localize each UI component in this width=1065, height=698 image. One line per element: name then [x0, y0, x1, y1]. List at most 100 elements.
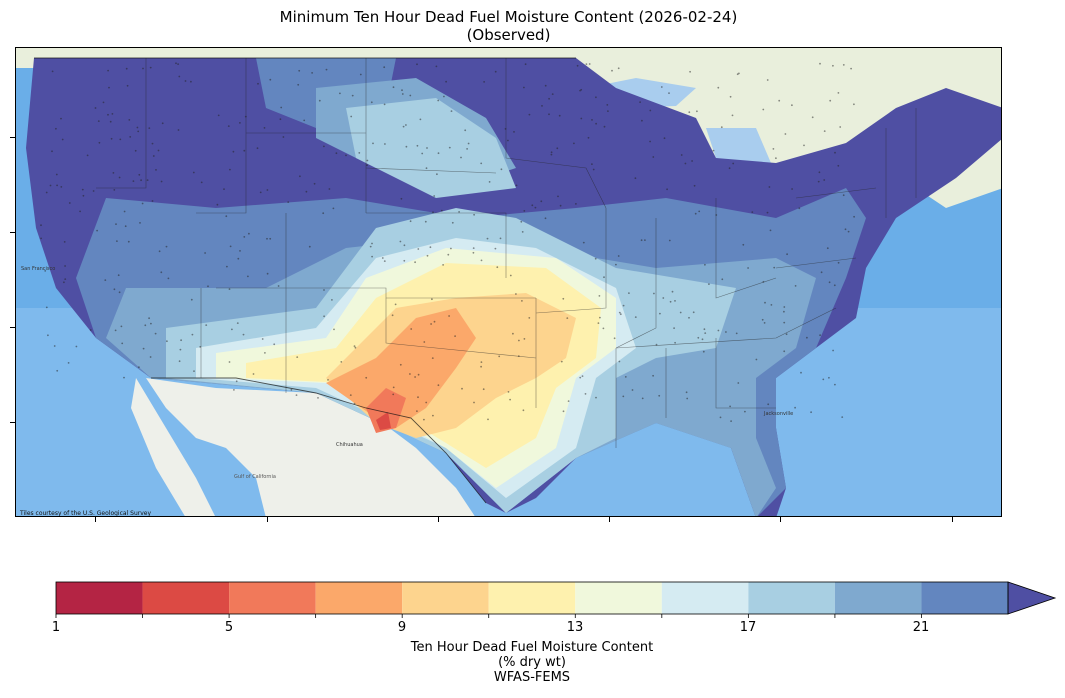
station-dot: [383, 103, 386, 106]
station-dot: [791, 188, 793, 190]
station-dot: [611, 69, 613, 72]
station-dot: [217, 114, 220, 117]
station-dot: [339, 92, 341, 95]
station-dot: [847, 230, 850, 233]
station-dot: [496, 266, 499, 269]
station-dot: [515, 293, 517, 295]
station-dot: [290, 388, 293, 391]
station-dot: [615, 263, 617, 266]
station-dot: [619, 313, 622, 316]
station-dot: [305, 190, 308, 193]
station-dot: [464, 129, 467, 132]
station-dot: [113, 288, 116, 291]
station-dot: [421, 152, 424, 155]
station-dot: [318, 99, 321, 102]
station-dot: [354, 346, 357, 349]
station-dot: [433, 195, 436, 197]
station-dot: [239, 122, 241, 124]
station-dot: [668, 239, 671, 242]
station-dot: [588, 63, 591, 65]
title-line-2: (Observed): [466, 26, 551, 44]
station-dot: [149, 66, 152, 69]
station-dot: [426, 254, 429, 257]
station-dot: [190, 298, 193, 301]
station-dot: [227, 125, 230, 127]
colorbar-bin: [921, 582, 1008, 614]
station-dot: [154, 332, 157, 335]
station-dot: [550, 151, 553, 154]
station-dot: [660, 86, 663, 88]
station-dot: [119, 138, 122, 141]
x-tick: [95, 517, 96, 522]
station-dot: [223, 188, 225, 191]
station-dot: [175, 62, 177, 65]
station-dot: [266, 272, 269, 275]
station-dot: [151, 142, 154, 145]
station-dot: [63, 241, 66, 243]
station-dot: [839, 126, 842, 128]
station-dot: [114, 329, 117, 332]
station-dot: [566, 317, 569, 319]
station-dot: [534, 206, 537, 209]
station-dot: [111, 113, 114, 115]
station-dot: [541, 105, 543, 107]
colorbar-bin: [661, 582, 749, 614]
station-dot: [829, 99, 832, 102]
station-dot: [414, 261, 416, 264]
station-dot: [698, 210, 701, 213]
station-dot: [817, 180, 820, 183]
station-dot: [548, 113, 550, 116]
station-dot: [762, 280, 765, 283]
station-dot: [298, 69, 301, 72]
station-dot: [127, 240, 130, 243]
station-dot: [461, 387, 463, 390]
station-dot: [204, 252, 207, 254]
station-dot: [701, 338, 704, 341]
station-dot: [483, 81, 485, 83]
station-dot: [494, 70, 497, 73]
station-dot: [618, 311, 621, 314]
station-dot: [120, 325, 123, 328]
station-dot: [628, 292, 630, 294]
station-dot: [606, 104, 609, 106]
station-dot: [751, 211, 754, 214]
colorbar-tick-label: 17: [739, 620, 757, 635]
station-dot: [518, 339, 520, 342]
station-dot: [785, 333, 788, 336]
y-tick: [10, 232, 15, 233]
station-dot: [693, 184, 696, 187]
station-dot: [531, 204, 534, 207]
station-dot: [631, 389, 634, 391]
station-dot: [167, 277, 170, 280]
station-dot: [425, 401, 428, 404]
station-dot: [296, 356, 299, 358]
station-dot: [149, 356, 152, 358]
station-dot: [94, 107, 97, 109]
station-dot: [662, 297, 665, 299]
colorbar-tick-label: 5: [224, 620, 234, 635]
station-dot: [685, 391, 688, 394]
map-panel[interactable]: San Francisco Chihuahua Jacksonville Gul…: [15, 47, 1002, 517]
station-dot: [522, 409, 525, 412]
station-dot: [178, 75, 181, 78]
station-dot: [786, 253, 788, 256]
station-dot: [486, 237, 489, 240]
colorbar-bin: [748, 582, 835, 614]
station-dot: [669, 300, 672, 303]
station-dot: [104, 279, 107, 281]
station-dot: [86, 154, 89, 157]
station-dot: [426, 147, 428, 149]
station-dot: [228, 361, 231, 363]
station-dot: [244, 115, 247, 118]
station-dot: [425, 167, 428, 170]
station-dot: [140, 179, 142, 182]
station-dot: [359, 73, 362, 76]
station-dot: [450, 247, 452, 250]
station-dot: [115, 223, 117, 226]
station-dot: [834, 151, 836, 154]
station-dot: [47, 334, 49, 337]
station-dot: [480, 162, 483, 165]
station-dot: [639, 101, 641, 103]
station-dot: [383, 66, 386, 69]
station-dot: [562, 410, 565, 413]
